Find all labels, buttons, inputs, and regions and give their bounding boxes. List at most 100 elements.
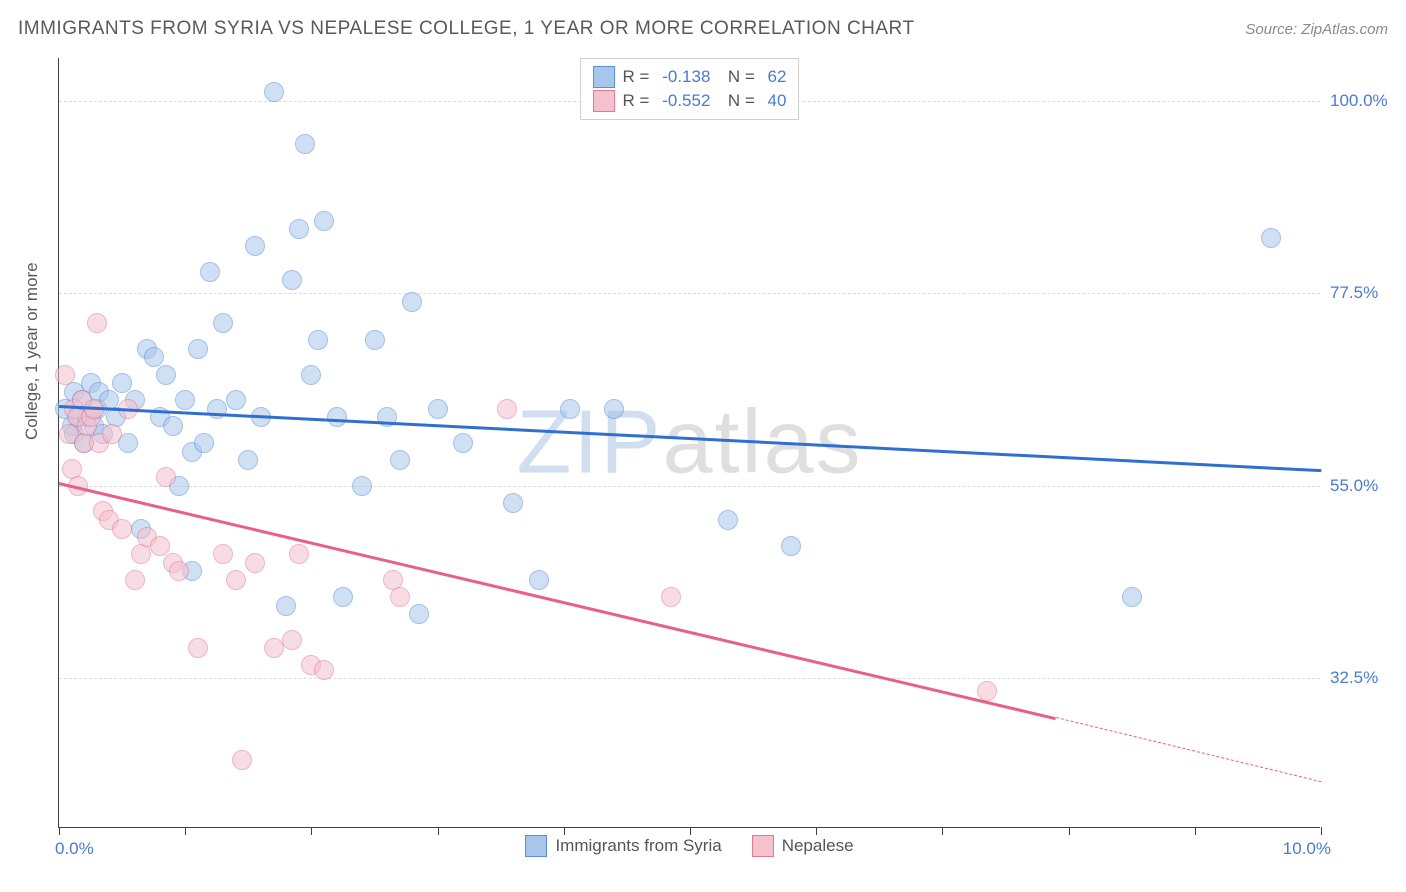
point-syria <box>188 339 208 359</box>
x-tick <box>59 827 60 835</box>
point-nepalese <box>112 519 132 539</box>
legend-r-value: -0.138 <box>662 67 710 87</box>
x-tick <box>1321 827 1322 835</box>
legend-swatch <box>593 66 615 88</box>
point-nepalese <box>226 570 246 590</box>
point-syria <box>213 313 233 333</box>
point-syria <box>238 450 258 470</box>
point-syria <box>604 399 624 419</box>
x-tick <box>1195 827 1196 835</box>
point-nepalese <box>156 467 176 487</box>
point-nepalese <box>282 630 302 650</box>
point-syria <box>718 510 738 530</box>
legend-n-value: 40 <box>768 91 787 111</box>
y-tick-label: 55.0% <box>1330 476 1400 496</box>
point-syria <box>402 292 422 312</box>
point-syria <box>112 373 132 393</box>
point-syria <box>163 416 183 436</box>
point-syria <box>453 433 473 453</box>
trendline <box>59 482 1057 720</box>
point-nepalese <box>289 544 309 564</box>
point-nepalese <box>661 587 681 607</box>
series-legend-label: Nepalese <box>782 836 854 856</box>
scatter-plot-area: ZIPatlas 32.5%55.0%77.5%100.0%0.0%10.0%R… <box>58 58 1320 828</box>
point-syria <box>333 587 353 607</box>
source-prefix: Source: <box>1245 21 1301 38</box>
point-syria <box>295 134 315 154</box>
point-syria <box>390 450 410 470</box>
point-syria <box>175 390 195 410</box>
y-tick-label: 77.5% <box>1330 283 1400 303</box>
x-tick <box>942 827 943 835</box>
x-tick <box>185 827 186 835</box>
chart-title: IMMIGRANTS FROM SYRIA VS NEPALESE COLLEG… <box>18 18 915 40</box>
legend-swatch <box>593 90 615 112</box>
trendline-extrapolated <box>1056 717 1321 782</box>
point-nepalese <box>497 399 517 419</box>
point-syria <box>200 262 220 282</box>
correlation-legend-row: R = -0.138 N = 62 <box>593 66 787 88</box>
legend-n-value: 62 <box>768 67 787 87</box>
series-legend-item: Immigrants from Syria <box>525 835 721 857</box>
series-legend-item: Nepalese <box>752 835 854 857</box>
point-syria <box>226 390 246 410</box>
point-syria <box>428 399 448 419</box>
point-syria <box>352 476 372 496</box>
point-syria <box>245 236 265 256</box>
gridline <box>59 678 1320 679</box>
point-nepalese <box>264 638 284 658</box>
point-syria <box>529 570 549 590</box>
x-tick <box>1069 827 1070 835</box>
point-syria <box>781 536 801 556</box>
series-legend: Immigrants from Syria Nepalese <box>59 835 1320 857</box>
gridline <box>59 293 1320 294</box>
legend-n-label: N = <box>718 67 759 87</box>
point-nepalese <box>102 424 122 444</box>
source-name: ZipAtlas.com <box>1301 21 1388 38</box>
point-syria <box>1261 228 1281 248</box>
point-syria <box>156 365 176 385</box>
y-tick-label: 100.0% <box>1330 91 1400 111</box>
source-attribution: Source: ZipAtlas.com <box>1245 21 1388 38</box>
point-syria <box>308 330 328 350</box>
point-syria <box>289 219 309 239</box>
legend-n-label: N = <box>718 91 759 111</box>
point-nepalese <box>87 313 107 333</box>
point-syria <box>194 433 214 453</box>
y-tick-label: 32.5% <box>1330 668 1400 688</box>
point-nepalese <box>977 681 997 701</box>
point-nepalese <box>232 750 252 770</box>
point-nepalese <box>169 561 189 581</box>
legend-r-label: R = <box>623 67 655 87</box>
x-tick <box>690 827 691 835</box>
watermark-part1: ZIP <box>516 392 662 492</box>
x-tick <box>816 827 817 835</box>
point-syria <box>314 211 334 231</box>
gridline <box>59 486 1320 487</box>
series-legend-label: Immigrants from Syria <box>555 836 721 856</box>
correlation-legend: R = -0.138 N = 62R = -0.552 N = 40 <box>580 58 800 120</box>
point-nepalese <box>150 536 170 556</box>
legend-swatch <box>525 835 547 857</box>
legend-r-label: R = <box>623 91 655 111</box>
point-syria <box>282 270 302 290</box>
point-syria <box>276 596 296 616</box>
point-syria <box>560 399 580 419</box>
point-nepalese <box>188 638 208 658</box>
point-nepalese <box>245 553 265 573</box>
point-nepalese <box>131 544 151 564</box>
y-axis-label: College, 1 year or more <box>22 262 42 440</box>
chart-header: IMMIGRANTS FROM SYRIA VS NEPALESE COLLEG… <box>18 18 1388 40</box>
legend-swatch <box>752 835 774 857</box>
x-tick <box>311 827 312 835</box>
x-tick <box>438 827 439 835</box>
point-syria <box>409 604 429 624</box>
point-syria <box>1122 587 1142 607</box>
point-syria <box>301 365 321 385</box>
point-syria <box>365 330 385 350</box>
point-nepalese <box>390 587 410 607</box>
point-syria <box>327 407 347 427</box>
point-nepalese <box>55 365 75 385</box>
x-tick <box>564 827 565 835</box>
point-syria <box>264 82 284 102</box>
